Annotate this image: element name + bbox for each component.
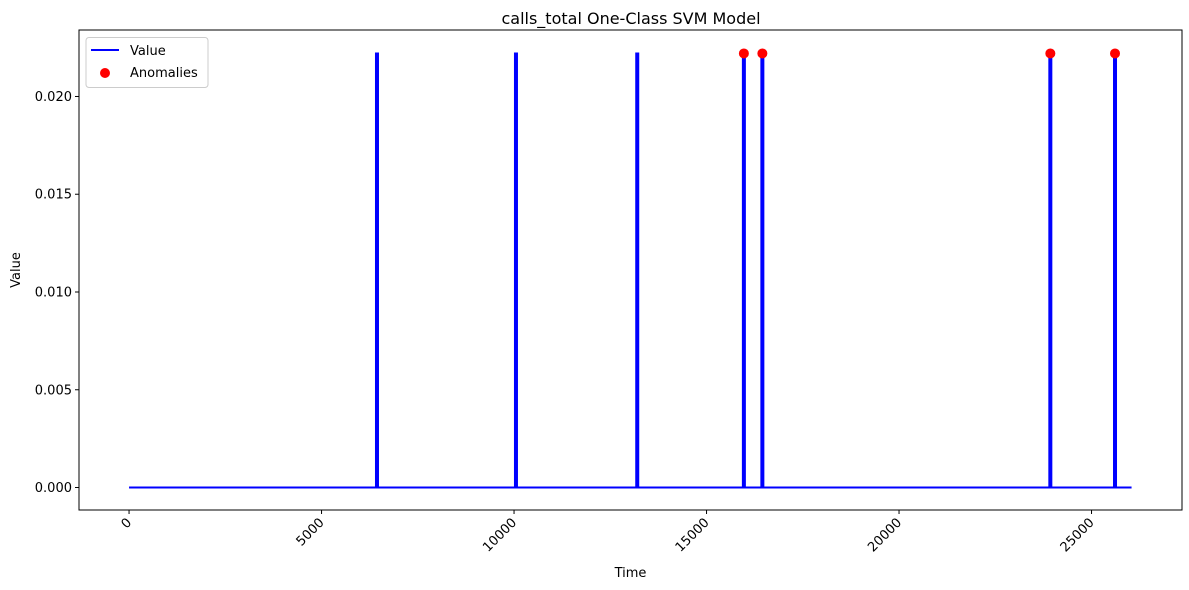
- anomaly-point: [738, 48, 749, 59]
- legend: Value Anomalies: [85, 37, 209, 88]
- anomaly-point: [1110, 48, 1121, 59]
- series-layer: [129, 48, 1132, 489]
- legend-anomalies-swatch: [100, 68, 110, 78]
- chart-title: calls_total One-Class SVM Model: [501, 9, 760, 29]
- y-tick-label: 0.020: [35, 90, 72, 105]
- y-axis-label: Value: [9, 252, 24, 288]
- anomaly-point: [1045, 48, 1056, 59]
- x-tick-label: 20000: [865, 515, 905, 555]
- x-tick-label: 5000: [294, 515, 328, 549]
- y-tick-label: 0.015: [35, 188, 72, 203]
- y-axis: 0.000 0.005 0.010 0.015 0.020: [35, 90, 79, 496]
- y-tick-label: 0.010: [35, 285, 72, 300]
- x-axis: 0 5000 10000 15000 20000 25000: [119, 510, 1098, 555]
- axes-frame: [78, 29, 1183, 511]
- plot-area: [78, 29, 1183, 511]
- x-tick-label: 10000: [480, 515, 520, 555]
- legend-value-label: Value: [130, 44, 166, 59]
- x-tick-label: 25000: [1058, 515, 1098, 555]
- y-tick-label: 0.005: [35, 383, 72, 398]
- legend-anomalies-label: Anomalies: [130, 66, 198, 81]
- y-tick-label: 0.000: [35, 481, 72, 496]
- x-tick-label: 0: [119, 515, 135, 531]
- value-series-line: [129, 52, 1132, 489]
- x-axis-label: Time: [614, 566, 647, 581]
- x-tick-label: 15000: [673, 515, 713, 555]
- anomaly-point: [757, 48, 768, 59]
